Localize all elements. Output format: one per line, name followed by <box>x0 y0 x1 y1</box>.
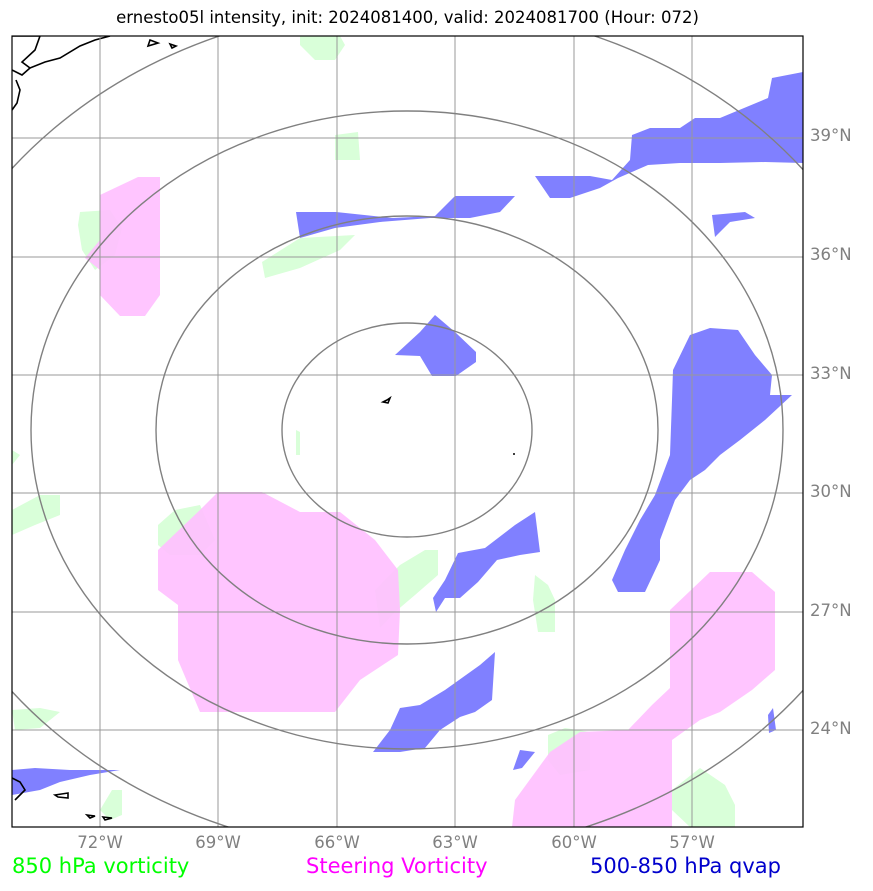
lon-label-72w: 72°W <box>77 833 123 852</box>
legend-qvap: 500-850 hPa qvap <box>590 854 781 878</box>
lat-lon-grid <box>12 36 803 827</box>
coastlines <box>12 36 392 821</box>
map-title: ernesto05l intensity, init: 2024081400, … <box>116 8 699 27</box>
lon-label-69w: 69°W <box>195 833 241 852</box>
lat-label-33n: 33°N <box>810 364 852 383</box>
lon-label-60w: 60°W <box>551 833 597 852</box>
lat-label-24n: 24°N <box>810 719 852 738</box>
legend-850-vorticity: 850 hPa vorticity <box>12 854 190 878</box>
map-frame <box>11 35 804 828</box>
lon-label-57w: 57°W <box>669 833 715 852</box>
lat-label-27n: 27°N <box>810 601 852 620</box>
legend-steering-vorticity: Steering Vorticity <box>306 854 488 878</box>
island-dot <box>513 453 515 455</box>
lon-label-66w: 66°W <box>314 833 360 852</box>
lon-label-63w: 63°W <box>432 833 478 852</box>
range-rings <box>12 36 803 827</box>
lat-label-30n: 30°N <box>810 482 852 501</box>
vorticity-850-regions <box>12 36 735 827</box>
lat-label-36n: 36°N <box>810 245 852 264</box>
qvap-regions <box>12 72 803 795</box>
lat-label-39n: 39°N <box>810 126 852 145</box>
